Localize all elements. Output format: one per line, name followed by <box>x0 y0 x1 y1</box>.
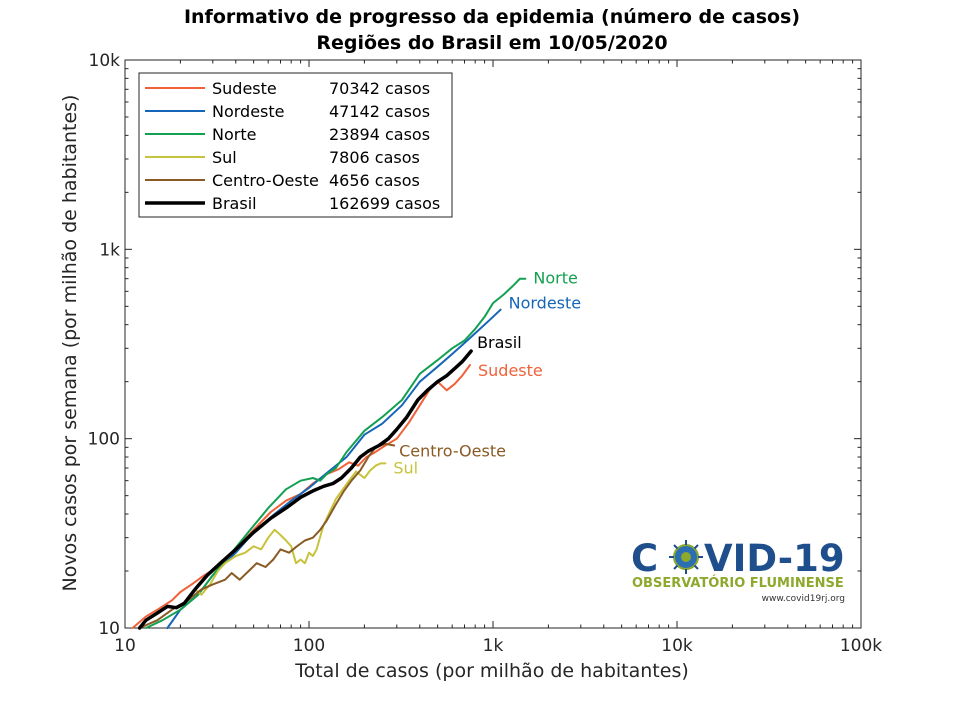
legend-label-brasil: Brasil <box>212 194 257 213</box>
x-tick-label: 1k <box>483 636 504 656</box>
legend-label-centro-oeste: Centro-Oeste <box>212 171 319 190</box>
legend-cases-brasil: 162699 casos <box>329 194 440 213</box>
chart-subtitle: Regiões do Brasil em 10/05/2020 <box>316 32 667 54</box>
logo-title-part2: VID-19 <box>704 537 845 580</box>
y-tick-label: 10 <box>98 619 120 639</box>
covid19-logo: C VID-19 OBSERVATÓRIO FLUMINENSE www.cov… <box>631 537 845 604</box>
y-tick-label: 1k <box>99 240 120 260</box>
legend-cases-nordeste: 47142 casos <box>329 102 430 121</box>
legend-cases-centro-oeste: 4656 casos <box>329 171 420 190</box>
legend-label-nordeste: Nordeste <box>212 102 285 121</box>
legend-cases-norte: 23894 casos <box>329 125 430 144</box>
logo-url: www.covid19rj.org <box>762 594 845 604</box>
legend-label-sul: Sul <box>212 148 237 167</box>
logo-subtitle: OBSERVATÓRIO FLUMINENSE <box>632 575 844 591</box>
legend-cases-sul: 7806 casos <box>329 148 420 167</box>
y-tick-label: 100 <box>88 430 120 450</box>
series-line-brasil <box>137 349 473 630</box>
y-axis-label: Novos casos por semana (por milhão de ha… <box>59 95 81 592</box>
series-line-centro-oeste <box>138 442 396 629</box>
x-tick-label: 10k <box>661 636 693 656</box>
logo-title-part1: C <box>631 537 658 580</box>
virus-icon <box>669 540 703 574</box>
legend-label-sudeste: Sudeste <box>212 79 277 98</box>
end-label-norte: Norte <box>533 269 577 288</box>
x-axis-label: Total de casos (por milhão de habitantes… <box>294 660 689 682</box>
end-label-sudeste: Sudeste <box>478 361 543 380</box>
end-label-brasil: Brasil <box>477 333 522 352</box>
y-tick-label: 10k <box>89 51 121 71</box>
x-tick-label: 10 <box>114 636 136 656</box>
x-tick-label: 100 <box>293 636 325 656</box>
end-label-nordeste: Nordeste <box>509 294 582 313</box>
plot-area: 10 100 1k 10k 100k 10 100 1k 10k Sudeste Nordeste N… <box>88 51 883 656</box>
legend-cases-sudeste: 70342 casos <box>329 79 430 98</box>
legend-label-norte: Norte <box>212 125 256 144</box>
series-line-sul <box>194 462 387 596</box>
end-label-sul: Sul <box>393 458 418 477</box>
x-tick-label: 100k <box>840 636 882 656</box>
chart-title: Informativo de progresso da epidemia (nú… <box>184 6 800 28</box>
legend-box <box>138 72 453 218</box>
end-label-centro-oeste: Centro-Oeste <box>399 442 506 461</box>
